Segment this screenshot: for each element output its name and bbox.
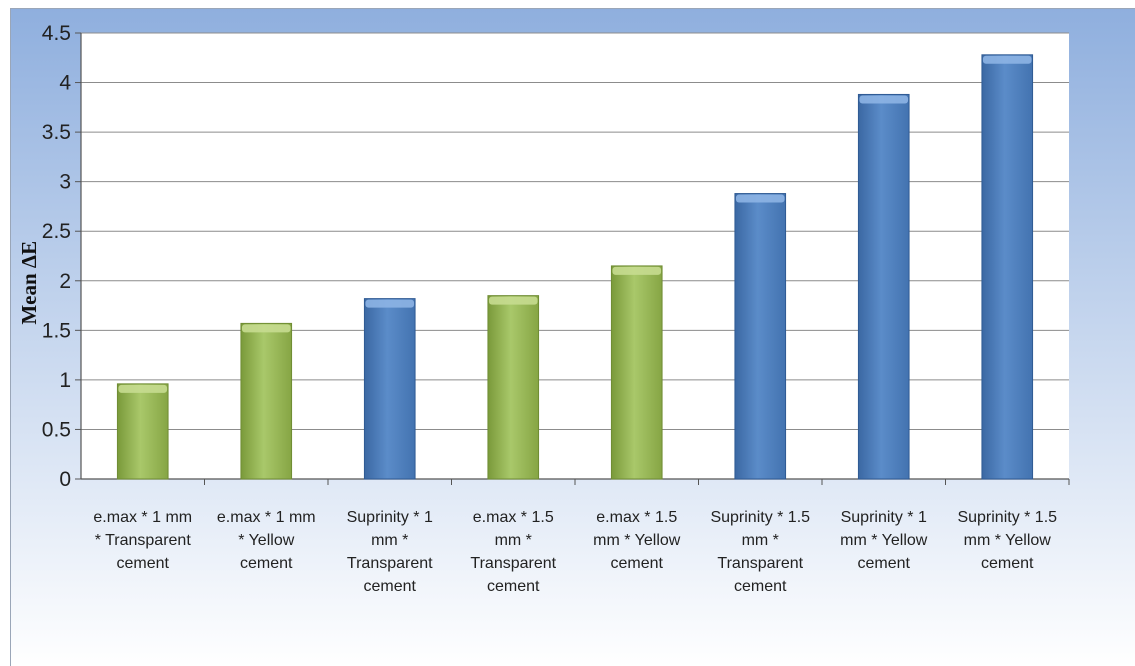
x-category-label-line: Suprinity * 1.5	[957, 509, 1057, 526]
y-tick-label: 2.5	[42, 220, 71, 243]
x-category-label: Suprinity * 1 mm * Transparent cement	[347, 509, 434, 595]
bar-body	[240, 322, 293, 480]
bar-body	[610, 265, 663, 480]
y-tick-label: 1.5	[42, 319, 71, 342]
bar	[363, 298, 416, 480]
x-category-label-line: Transparent	[470, 555, 556, 572]
bar-highlight	[982, 55, 1032, 64]
plot-area	[81, 33, 1069, 479]
y-tick-label: 3	[59, 171, 71, 194]
x-category-label: Suprinity * 1.5 mm * Yellow cement	[957, 509, 1057, 572]
bar-body	[734, 193, 787, 480]
x-category-label-line: cement	[734, 578, 787, 595]
bar-highlight	[488, 296, 538, 305]
bar-highlight	[612, 266, 662, 275]
bar	[487, 295, 540, 480]
x-category-label-line: mm * Yellow	[840, 532, 928, 549]
bar-highlight	[241, 324, 291, 333]
x-category-label-line: mm *	[742, 532, 779, 549]
x-category-label-line: * Transparent	[95, 532, 192, 549]
y-axis-title: Mean ΔE	[17, 241, 41, 325]
y-tick-label: 0.5	[42, 418, 71, 441]
y-tick-label: 1	[59, 369, 71, 392]
bar	[857, 93, 910, 480]
y-tick-label: 4.5	[42, 22, 71, 45]
x-category-label-line: e.max * 1 mm	[217, 509, 316, 526]
y-tick-labels: 0 0.5 1 1.5 2 2.5 3 3.5 4 4.5	[42, 22, 72, 491]
x-category-label-line: * Yellow	[238, 532, 294, 549]
x-category-label-line: cement	[364, 578, 417, 595]
bar-body	[363, 298, 416, 480]
bar	[610, 265, 663, 480]
bar-body	[116, 383, 169, 480]
x-category-label-line: Transparent	[347, 555, 433, 572]
y-tick-label: 0	[59, 468, 71, 491]
x-category-label-line: Suprinity * 1	[347, 509, 433, 526]
x-category-label-line: e.max * 1.5	[473, 509, 554, 526]
y-tick-label: 2	[59, 270, 71, 293]
x-category-label: e.max * 1 mm * Yellow cement	[217, 509, 316, 572]
bar	[734, 193, 787, 480]
bar-body	[857, 93, 910, 480]
bar-body	[981, 54, 1034, 480]
bar-highlight	[118, 384, 168, 393]
x-category-label: e.max * 1.5 mm * Transparent cement	[470, 509, 556, 595]
x-category-label: e.max * 1.5 mm * Yellow cement	[593, 509, 681, 572]
x-category-label-line: Suprinity * 1	[841, 509, 927, 526]
bar	[981, 54, 1034, 480]
y-tick-label: 3.5	[42, 121, 71, 144]
x-category-label-line: mm *	[371, 532, 408, 549]
x-category-label: e.max * 1 mm * Transparent cement	[93, 509, 192, 572]
chart-frame: 0 0.5 1 1.5 2 2.5 3 3.5 4 4.5 e.max * 1 mm * Trans…	[10, 8, 1135, 666]
x-category-label-line: cement	[611, 555, 664, 572]
x-category-label-line: e.max * 1.5	[596, 509, 677, 526]
bar	[116, 383, 169, 480]
x-category-label-line: cement	[981, 555, 1034, 572]
y-tick-label: 4	[59, 72, 71, 95]
x-category-label-line: cement	[240, 555, 293, 572]
x-category-label-line: cement	[117, 555, 170, 572]
bar-chart: 0 0.5 1 1.5 2 2.5 3 3.5 4 4.5 e.max * 1 mm * Trans…	[11, 9, 1135, 666]
x-category-label-line: cement	[858, 555, 911, 572]
bar-highlight	[365, 299, 415, 308]
bar-highlight	[735, 194, 785, 203]
x-category-label-line: Suprinity * 1.5	[710, 509, 810, 526]
x-category-label-line: cement	[487, 578, 540, 595]
x-category-label-line: Transparent	[717, 555, 803, 572]
x-category-label-line: mm * Yellow	[964, 532, 1052, 549]
bar-body	[487, 295, 540, 480]
x-category-label-line: mm *	[495, 532, 532, 549]
x-category-label: Suprinity * 1.5 mm * Transparent cement	[710, 509, 810, 595]
x-category-label-line: e.max * 1 mm	[93, 509, 192, 526]
bar	[240, 322, 293, 480]
x-category-label: Suprinity * 1 mm * Yellow cement	[840, 509, 928, 572]
bar-highlight	[859, 95, 909, 104]
bars	[116, 54, 1034, 480]
x-category-label-line: mm * Yellow	[593, 532, 681, 549]
